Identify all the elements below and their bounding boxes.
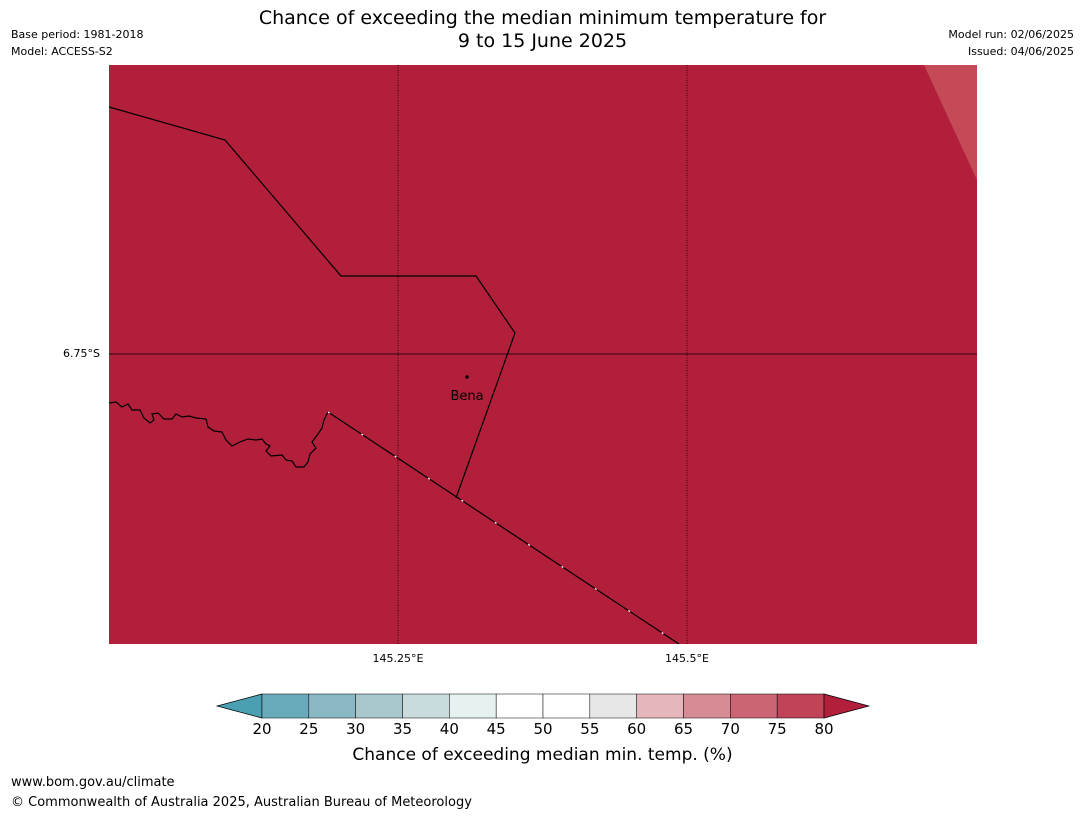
colorbar-tick-label-45: 45 (486, 720, 506, 738)
metadata-right: Model run: 02/06/2025 Issued: 04/06/2025 (948, 26, 1074, 60)
colorbar-segment-45-50 (495, 693, 544, 719)
colorbar-tick-label-35: 35 (392, 720, 413, 738)
colorbar-segment-40-45 (449, 693, 497, 719)
map-title: Chance of exceeding the median minimum t… (0, 7, 1085, 53)
issued-label: Issued: 04/06/2025 (967, 45, 1074, 58)
colorbar-tick-label-55: 55 (580, 720, 600, 738)
longitude-tick-label-1: 145.25°E (372, 652, 424, 665)
colorbar-segment-35-40 (402, 693, 450, 719)
place-label-bena: Bena (450, 389, 484, 404)
colorbar-tick-label-65: 65 (673, 720, 694, 738)
probability-fill (109, 65, 977, 644)
colorbar-tick-label-60: 60 (627, 720, 647, 738)
colorbar-segment-50-55 (542, 693, 591, 719)
colorbar-tick-label-75: 75 (767, 720, 787, 738)
province-boundary-north (109, 106, 516, 499)
model-run-label: Model run: 02/06/2025 (948, 28, 1074, 41)
longitude-tick-label-2: 145.5°E (665, 652, 709, 665)
province-boundary-southwest (109, 401, 329, 468)
colorbar-tick-label-25: 25 (299, 720, 319, 738)
colorbar-extension-high (823, 693, 871, 719)
colorbar-segment-70-75 (730, 693, 778, 719)
colorbar-segment-30-35 (355, 693, 403, 719)
colorbar (215, 693, 871, 719)
colorbar-segment-65-70 (683, 693, 731, 719)
colorbar-segment-60-65 (636, 693, 684, 719)
bena-point-icon (465, 375, 469, 379)
colorbar-tick-label-40: 40 (439, 720, 459, 738)
province-boundary-south (327, 411, 680, 644)
latitude-tick-label: 6.75°S (63, 347, 100, 360)
colorbar-segment-25-30 (308, 693, 356, 719)
colorbar-segment-55-60 (589, 693, 637, 719)
map-title-line2: 9 to 15 June 2025 (457, 30, 628, 52)
metadata-left: Base period: 1981-2018 Model: ACCESS-S2 (11, 26, 143, 60)
probability-corner-patch (924, 65, 977, 180)
footer-url: www.bom.gov.au/climate (11, 775, 175, 790)
model-label: Model: ACCESS-S2 (11, 45, 113, 58)
colorbar-tick-labels: 20 25 30 35 40 45 50 55 60 65 70 75 80 (0, 720, 1085, 740)
colorbar-tick-label-50: 50 (533, 720, 553, 738)
map-title-line1: Chance of exceeding the median minimum t… (258, 7, 827, 29)
colorbar-tick-label-80: 80 (814, 720, 834, 738)
colorbar-tick-label-20: 20 (252, 720, 272, 738)
colorbar-tick-label-70: 70 (720, 720, 740, 738)
colorbar-title: Chance of exceeding median min. temp. (%… (352, 745, 733, 765)
footer-copyright: © Commonwealth of Australia 2025, Austra… (11, 795, 472, 810)
colorbar-segment-20-25 (261, 693, 310, 719)
base-period-label: Base period: 1981-2018 (11, 28, 144, 41)
colorbar-extension-low (215, 693, 263, 719)
colorbar-segment-75-80 (776, 693, 825, 719)
colorbar-tick-label-30: 30 (346, 720, 366, 738)
